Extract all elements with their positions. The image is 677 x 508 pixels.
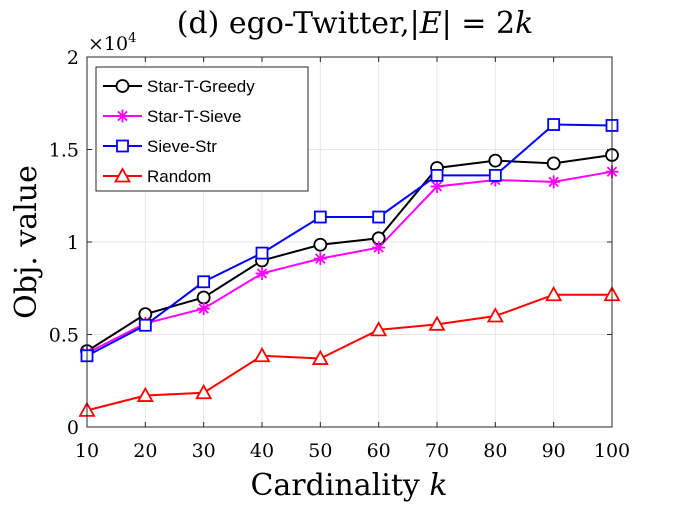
legend-label: Star-T-Greedy bbox=[147, 77, 255, 96]
data-point-star-t-sieve bbox=[255, 266, 269, 280]
legend-label: Sieve-Str bbox=[147, 137, 217, 156]
data-point-star-t-greedy bbox=[488, 153, 503, 168]
data-point-random bbox=[428, 315, 446, 331]
ticks: 10 20 30 40 50 60 70 80 90 100 0 0.5 1 1.5 2 bbox=[49, 47, 630, 462]
y-tick-label: 1.5 bbox=[49, 140, 79, 162]
data-point-star-t-sieve bbox=[547, 175, 561, 189]
legend-marker bbox=[115, 79, 130, 93]
y-tick-label: 0 bbox=[67, 417, 79, 439]
legend-item-random: Random bbox=[103, 167, 211, 186]
data-point-star-t-greedy bbox=[196, 290, 211, 305]
data-point-star-t-sieve bbox=[372, 241, 386, 255]
x-tick-label: 70 bbox=[425, 440, 449, 462]
data-point-sieve-str bbox=[313, 210, 327, 224]
data-point-sieve-str bbox=[547, 118, 561, 131]
chart-title: (d) ego-Twitter,|E| = 2k bbox=[177, 6, 534, 41]
data-point-random bbox=[136, 386, 154, 402]
legend-marker bbox=[116, 109, 129, 123]
legend-marker bbox=[113, 167, 132, 183]
legend-label: Star-T-Sieve bbox=[147, 107, 241, 126]
data-point-sieve-str bbox=[255, 246, 269, 260]
legend-item-star-t-greedy: Star-T-Greedy bbox=[103, 77, 255, 96]
legend-label: Random bbox=[147, 167, 211, 186]
data-point-random bbox=[370, 321, 388, 337]
data-point-star-t-greedy bbox=[313, 237, 328, 252]
data-point-sieve-str bbox=[488, 168, 502, 182]
data-point-sieve-str bbox=[430, 168, 444, 182]
data-point-sieve-str bbox=[197, 275, 211, 289]
series-line-star-t-greedy bbox=[86, 154, 613, 352]
data-point-star-t-greedy bbox=[546, 156, 561, 171]
data-point-sieve-str bbox=[372, 210, 386, 224]
series-line-random bbox=[86, 293, 612, 412]
x-tick-label: 90 bbox=[542, 440, 566, 462]
x-tick-label: 80 bbox=[483, 440, 507, 462]
y-tick-label: 0.5 bbox=[49, 325, 79, 347]
y-axis-label: Obj. value bbox=[9, 165, 44, 319]
x-tick-label: 20 bbox=[133, 440, 157, 462]
series-layer bbox=[78, 118, 621, 417]
data-point-star-t-sieve bbox=[313, 252, 327, 266]
data-point-star-t-sieve bbox=[430, 180, 444, 193]
y-tick-label: 1 bbox=[67, 232, 79, 254]
data-point-random bbox=[311, 349, 329, 365]
series-line-star-t-sieve bbox=[86, 170, 613, 354]
legend-box bbox=[95, 66, 309, 192]
legend-item-sieve-str: Sieve-Str bbox=[103, 137, 217, 156]
data-point-random bbox=[486, 307, 504, 323]
data-point-random bbox=[253, 346, 271, 363]
x-tick-label: 40 bbox=[250, 440, 274, 462]
legend: Star-T-Greedy Star-T-Sieve Sieve-Str Random bbox=[95, 66, 309, 192]
data-point-sieve-str bbox=[138, 318, 152, 332]
legend-marker bbox=[116, 139, 129, 153]
x-axis-label: Cardinality k bbox=[250, 468, 447, 503]
x-tick-label: 50 bbox=[308, 440, 332, 462]
x-tick-label: 10 bbox=[75, 440, 99, 462]
x-tick-label: 30 bbox=[192, 440, 216, 462]
y-multiplier: ×104 bbox=[88, 31, 136, 55]
data-point-random bbox=[195, 383, 213, 400]
data-point-star-t-sieve bbox=[197, 302, 211, 316]
y-tick-label: 2 bbox=[67, 47, 79, 69]
data-point-random bbox=[545, 285, 563, 302]
legend-item-star-t-sieve: Star-T-Sieve bbox=[103, 107, 241, 126]
series-line-sieve-str bbox=[86, 123, 613, 357]
x-tick-label: 100 bbox=[594, 440, 630, 462]
x-tick-label: 60 bbox=[367, 440, 391, 462]
